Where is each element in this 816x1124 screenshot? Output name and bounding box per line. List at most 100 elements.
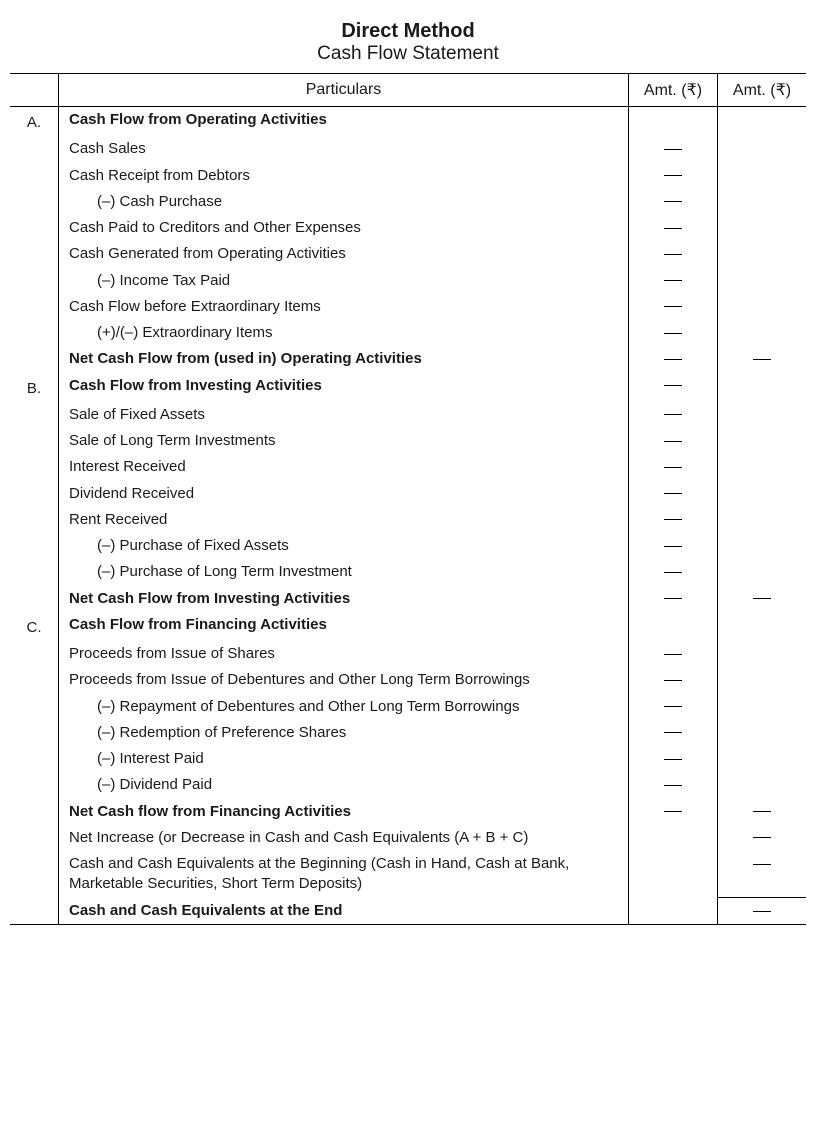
table-row: Cash Generated from Operating Activities (10, 241, 806, 267)
row-particulars: Sale of Long Term Investments (59, 428, 629, 454)
row-particulars: (–) Repayment of Debentures and Other Lo… (59, 694, 629, 720)
row-particulars: Proceeds from Issue of Debentures and Ot… (59, 667, 629, 693)
row-amt1 (629, 428, 718, 454)
row-particulars: Sale of Fixed Assets (59, 402, 629, 428)
row-amt1 (629, 215, 718, 241)
table-row: (–) Redemption of Preference Shares (10, 720, 806, 746)
row-particulars: Net Cash flow from Financing Activities (59, 799, 629, 825)
row-particulars: (–) Income Tax Paid (59, 268, 629, 294)
row-amt2 (718, 507, 807, 533)
row-amt1 (629, 189, 718, 215)
row-amt1 (629, 107, 718, 137)
row-amt2 (718, 107, 807, 137)
row-label (10, 694, 59, 720)
row-particulars: Rent Received (59, 507, 629, 533)
title-main: Direct Method (10, 20, 806, 43)
row-label (10, 641, 59, 667)
row-amt1 (629, 454, 718, 480)
row-amt1 (629, 772, 718, 798)
table-row: Net Cash Flow from (used in) Operating A… (10, 346, 806, 372)
row-particulars: Net Cash Flow from Investing Activities (59, 586, 629, 612)
row-amt2 (718, 189, 807, 215)
row-amt1 (629, 641, 718, 667)
row-amt1 (629, 559, 718, 585)
row-label (10, 586, 59, 612)
header-amt2: Amt. (₹) (718, 74, 807, 107)
row-label (10, 215, 59, 241)
row-particulars: (+)/(–) Extraordinary Items (59, 320, 629, 346)
row-label (10, 189, 59, 215)
row-amt2 (718, 694, 807, 720)
row-particulars: Dividend Received (59, 481, 629, 507)
row-label (10, 241, 59, 267)
table-row: B.Cash Flow from Investing Activities (10, 373, 806, 402)
table-row: Net Cash flow from Financing Activities (10, 799, 806, 825)
header-particulars: Particulars (59, 74, 629, 107)
row-label (10, 799, 59, 825)
row-amt2 (718, 402, 807, 428)
row-amt2 (718, 825, 807, 851)
header-amt1: Amt. (₹) (629, 74, 718, 107)
table-row: (–) Purchase of Fixed Assets (10, 533, 806, 559)
row-amt2 (718, 241, 807, 267)
table-row: Cash Sales (10, 136, 806, 162)
row-particulars: Cash and Cash Equivalents at the Beginni… (59, 851, 629, 898)
row-amt1 (629, 720, 718, 746)
row-amt1 (629, 667, 718, 693)
row-amt2 (718, 533, 807, 559)
row-label (10, 851, 59, 898)
row-label (10, 402, 59, 428)
table-row: Sale of Long Term Investments (10, 428, 806, 454)
row-label (10, 454, 59, 480)
row-amt1 (629, 898, 718, 925)
row-amt1 (629, 612, 718, 641)
row-label: B. (10, 373, 59, 402)
row-amt2 (718, 268, 807, 294)
row-amt2 (718, 746, 807, 772)
row-amt1 (629, 586, 718, 612)
table-row: (–) Cash Purchase (10, 189, 806, 215)
row-amt1 (629, 136, 718, 162)
row-amt1 (629, 241, 718, 267)
row-label (10, 346, 59, 372)
table-row: (–) Interest Paid (10, 746, 806, 772)
table-row: A.Cash Flow from Operating Activities (10, 107, 806, 137)
table-row: Cash Flow before Extraordinary Items (10, 294, 806, 320)
row-amt2 (718, 612, 807, 641)
row-particulars: Interest Received (59, 454, 629, 480)
row-particulars: Cash Flow from Operating Activities (59, 107, 629, 137)
row-amt2 (718, 481, 807, 507)
row-amt2 (718, 373, 807, 402)
table-row: Proceeds from Issue of Shares (10, 641, 806, 667)
table-row: Interest Received (10, 454, 806, 480)
row-amt1 (629, 402, 718, 428)
row-amt1 (629, 851, 718, 898)
row-amt2 (718, 898, 807, 925)
row-label (10, 825, 59, 851)
row-amt2 (718, 586, 807, 612)
row-particulars: (–) Purchase of Fixed Assets (59, 533, 629, 559)
row-label: C. (10, 612, 59, 641)
table-row: (–) Purchase of Long Term Investment (10, 559, 806, 585)
row-particulars: Cash Flow before Extraordinary Items (59, 294, 629, 320)
row-amt1 (629, 507, 718, 533)
row-amt2 (718, 559, 807, 585)
table-row: Cash Receipt from Debtors (10, 163, 806, 189)
row-particulars: Net Increase (or Decrease in Cash and Ca… (59, 825, 629, 851)
table-row: (–) Dividend Paid (10, 772, 806, 798)
row-label (10, 428, 59, 454)
table-row: Cash and Cash Equivalents at the End (10, 898, 806, 925)
row-amt2 (718, 428, 807, 454)
row-amt1 (629, 799, 718, 825)
table-row: Dividend Received (10, 481, 806, 507)
row-amt1 (629, 694, 718, 720)
row-label (10, 772, 59, 798)
table-row: (–) Repayment of Debentures and Other Lo… (10, 694, 806, 720)
table-row: (–) Income Tax Paid (10, 268, 806, 294)
row-amt2 (718, 720, 807, 746)
row-amt1 (629, 320, 718, 346)
row-label (10, 533, 59, 559)
row-particulars: (–) Purchase of Long Term Investment (59, 559, 629, 585)
row-particulars: Cash Sales (59, 136, 629, 162)
row-label (10, 507, 59, 533)
